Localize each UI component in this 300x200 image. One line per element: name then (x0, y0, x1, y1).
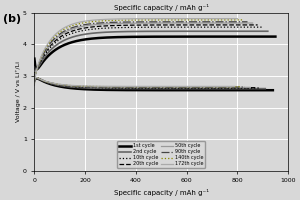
Y-axis label: Voltage / V vs Li⁺/Li: Voltage / V vs Li⁺/Li (16, 61, 21, 122)
Text: (b): (b) (3, 14, 21, 24)
Title: Specific capacity / mAh g⁻¹: Specific capacity / mAh g⁻¹ (114, 4, 209, 11)
X-axis label: Specific capacity / mAh g⁻¹: Specific capacity / mAh g⁻¹ (114, 189, 209, 196)
Legend: 1st cycle, 2nd cycle, 10th cycle, 20th cycle, 50th cycle, 90th cycle, 140th cycl: 1st cycle, 2nd cycle, 10th cycle, 20th c… (117, 141, 206, 168)
